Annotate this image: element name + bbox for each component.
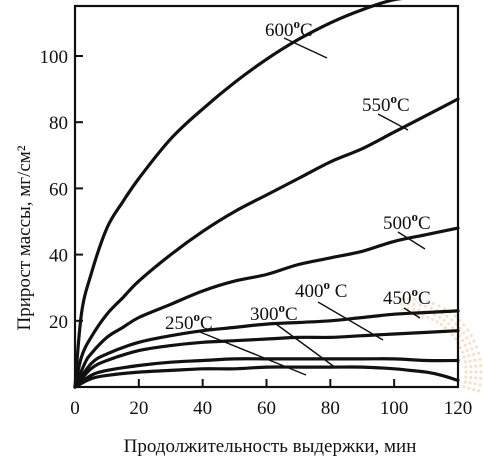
stamp-dot xyxy=(461,351,464,354)
stamp-dot xyxy=(412,303,415,306)
y-tick-label: 100 xyxy=(40,47,69,68)
x-tick-label: 20 xyxy=(129,398,148,419)
stamp-dot xyxy=(421,314,424,317)
curves-layer xyxy=(75,0,458,387)
stamp-dot xyxy=(473,359,476,362)
curve-label-550: 550oC xyxy=(362,91,410,116)
stamp-dot xyxy=(453,315,456,318)
stamp-dot xyxy=(412,308,415,311)
stamp-dot xyxy=(472,353,475,356)
curve-label-500: 500oC xyxy=(383,209,431,234)
leader-line xyxy=(378,114,408,130)
stamp-dot xyxy=(462,355,465,358)
stamp-dot xyxy=(472,388,475,391)
curve-labels-layer: 600oC 550oC 500oC 450oC 400o C300oC 250oC xyxy=(165,16,431,334)
stamp-dot xyxy=(435,320,438,323)
y-axis-label: Прирост массы, мг/см² xyxy=(14,145,35,330)
stamp-dot xyxy=(469,365,472,368)
stamp-dot xyxy=(444,326,447,329)
x-tick-label: 40 xyxy=(193,398,212,419)
stamp-dot xyxy=(473,382,476,385)
stamp-dot xyxy=(450,318,453,321)
stamp-dot xyxy=(470,334,473,337)
stamp-dot xyxy=(464,365,467,368)
leader-lines-layer xyxy=(200,38,425,375)
stamp-dot xyxy=(478,383,481,386)
stamp-dot xyxy=(479,364,482,367)
stamp-dot xyxy=(465,336,468,339)
stamp-dot xyxy=(462,331,465,334)
x-tick-label: 60 xyxy=(257,398,276,419)
stamp-dot xyxy=(464,344,467,347)
stamp-dot xyxy=(466,349,469,352)
x-tick-label: 0 xyxy=(70,398,80,419)
stamp-dot xyxy=(474,370,477,373)
x-tick-label: 80 xyxy=(321,398,340,419)
stamp-dot xyxy=(454,337,457,340)
stamp-dot xyxy=(464,370,467,373)
stamp-dot xyxy=(474,376,477,379)
stamp-dot xyxy=(426,316,429,319)
stamp-dot xyxy=(470,347,473,350)
stamp-dot xyxy=(475,345,478,348)
curve-label-300: 300oC xyxy=(250,300,298,325)
stamp-dot xyxy=(467,387,470,390)
stamp-dot xyxy=(477,352,480,355)
curve-label-250: 250oC xyxy=(165,309,213,334)
stamp-dot xyxy=(447,322,450,325)
stamp-dot xyxy=(438,316,441,319)
stamp-dot xyxy=(466,329,469,332)
stamp-dot xyxy=(469,376,472,379)
stamp-dot xyxy=(445,315,448,318)
stamp-dot xyxy=(469,370,472,373)
x-tick-label: 120 xyxy=(444,398,473,419)
y-tick-label: 60 xyxy=(49,179,68,200)
stamp-dot xyxy=(467,354,470,357)
stamp-dot xyxy=(462,324,465,327)
stamp-dot xyxy=(479,377,482,380)
stamp-dot xyxy=(440,323,443,326)
stamp-dot xyxy=(431,302,434,305)
x-tick-label: 100 xyxy=(380,398,409,419)
stamp-dot xyxy=(477,389,480,392)
stamp-dot xyxy=(431,318,434,321)
stamp-dot xyxy=(468,342,471,345)
y-tick-label: 40 xyxy=(49,246,68,267)
leader-line xyxy=(284,38,327,58)
stamp-dot xyxy=(479,370,482,373)
leader-line xyxy=(276,324,336,368)
stamp-dot xyxy=(459,346,462,349)
curve-label-400: 400o C xyxy=(295,277,347,302)
curve-600 xyxy=(75,0,426,387)
x-axis-label: Продолжительность выдержки, мин xyxy=(124,436,417,457)
stamp-dot xyxy=(464,360,467,363)
stamp-dot xyxy=(464,381,467,384)
curve-label-450: 450oC xyxy=(383,284,431,309)
stamp-dot xyxy=(443,319,446,322)
stamp-dot xyxy=(478,358,481,361)
y-tick-label: 20 xyxy=(49,312,68,333)
stamp-dot xyxy=(461,339,464,342)
stamp-dot xyxy=(468,381,471,384)
y-tick-label: 80 xyxy=(49,113,68,134)
stamp-dot xyxy=(451,333,454,336)
stamp-dot xyxy=(451,326,454,329)
stamp-dot xyxy=(462,385,465,388)
stamp-dot xyxy=(437,304,440,307)
stamp-dot xyxy=(464,376,467,379)
stamp-dot xyxy=(473,340,476,343)
stamp-dot xyxy=(474,365,477,368)
stamp-dot xyxy=(433,313,436,316)
stamp-dot xyxy=(468,360,471,363)
curve-label-600: 600oC xyxy=(265,16,313,41)
